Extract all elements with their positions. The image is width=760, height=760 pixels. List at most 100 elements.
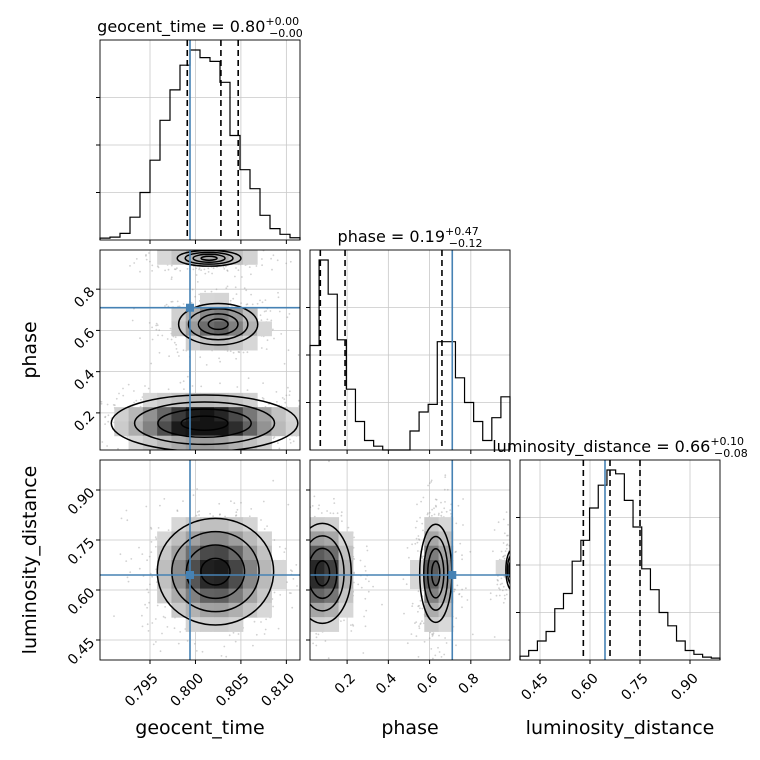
sample-point	[307, 564, 309, 566]
sample-point	[232, 351, 235, 354]
sample-point	[520, 572, 522, 574]
sample-point	[226, 269, 229, 272]
density-cell	[171, 588, 187, 604]
sample-point	[516, 567, 518, 569]
sample-point	[260, 519, 262, 521]
sample-point	[318, 665, 320, 667]
sample-point	[174, 268, 177, 271]
density-cell	[157, 560, 172, 575]
sample-point	[326, 421, 328, 423]
sample-point	[210, 451, 212, 453]
sample-point	[300, 588, 302, 590]
sample-point	[305, 574, 307, 576]
text-layer: 0.795 0.800 0.805 0.810 geocent_time 0.2 0.4 0.…	[19, 15, 748, 739]
density-cell	[271, 560, 287, 575]
sample-point	[101, 441, 104, 443]
sample-point	[421, 607, 424, 610]
sample-point	[315, 431, 317, 433]
sample-point	[511, 598, 513, 600]
sample-point	[302, 588, 304, 590]
sample-point	[127, 580, 130, 583]
sample-point	[195, 650, 198, 652]
sample-point	[279, 550, 281, 552]
sample-point	[296, 614, 298, 616]
sample-point	[210, 290, 213, 293]
sample-point	[343, 434, 345, 436]
marginal-title: phase = 0.19+0.47 −0.12	[338, 225, 483, 250]
sample-point	[265, 348, 268, 350]
y-tick-label: 0.90	[65, 485, 98, 518]
sample-point	[141, 553, 144, 555]
density-cell	[228, 588, 244, 604]
sample-point	[432, 657, 434, 660]
sample-point	[493, 529, 496, 531]
y-axis-label: luminosity_distance	[19, 466, 41, 655]
sample-point	[139, 337, 141, 340]
sample-point	[422, 589, 425, 592]
density-cell	[200, 602, 215, 618]
sample-point	[304, 537, 306, 539]
x-axis-label: geocent_time	[135, 717, 264, 739]
sample-point	[218, 513, 221, 516]
contour-line	[505, 550, 510, 590]
sample-point	[265, 310, 267, 312]
sample-point	[97, 400, 99, 402]
sample-point	[191, 385, 194, 387]
sample-point	[175, 343, 178, 346]
density-cell	[214, 560, 230, 575]
sample-point	[281, 397, 284, 399]
sample-point	[317, 633, 320, 636]
sample-point	[154, 536, 157, 539]
sample-point	[301, 413, 303, 415]
sample-point	[515, 581, 517, 583]
sample-point	[304, 552, 306, 554]
density-cell	[271, 407, 287, 422]
sample-point	[515, 560, 517, 562]
sample-point	[230, 500, 232, 503]
sample-point	[175, 348, 178, 350]
sample-point	[431, 514, 433, 517]
sample-point	[360, 586, 363, 589]
sample-point	[211, 272, 214, 275]
sample-point	[295, 541, 297, 543]
panel-frame	[99, 459, 301, 661]
sample-point	[284, 506, 286, 508]
density-cell	[214, 517, 230, 532]
sample-point	[191, 288, 194, 291]
sample-point	[307, 542, 309, 544]
marginal-title: luminosity_distance = 0.66+0.10 −0.08	[492, 435, 748, 460]
y-tick-label: 0.45	[65, 635, 98, 668]
x-axis-label: phase	[381, 717, 438, 739]
sample-point	[515, 573, 517, 575]
density-cell	[200, 392, 215, 408]
sample-point	[304, 535, 306, 537]
sample-point	[151, 575, 154, 578]
sample-point	[445, 510, 448, 513]
sample-point	[251, 303, 254, 306]
sample-point	[59, 449, 61, 451]
sample-point	[147, 387, 150, 390]
sample-point	[288, 551, 290, 553]
sample-point	[304, 588, 306, 590]
sample-point	[215, 288, 218, 291]
title-value: luminosity_distance = 0.66	[492, 437, 710, 457]
sample-point	[312, 406, 314, 408]
sample-point	[223, 268, 226, 270]
sample-point	[152, 643, 155, 646]
sample-point	[511, 555, 513, 557]
sample-point	[288, 564, 290, 566]
sample-point	[155, 324, 158, 327]
density-cell	[157, 545, 172, 561]
sample-point	[514, 631, 516, 633]
contour-line	[157, 408, 252, 439]
sample-point	[240, 302, 243, 304]
sample-point	[100, 402, 103, 405]
sample-point	[264, 452, 266, 454]
sample-point	[419, 607, 421, 610]
x-tick-label: 0.805	[213, 670, 253, 710]
sample-point	[438, 651, 441, 653]
density-cell	[214, 392, 230, 408]
sample-point	[261, 397, 264, 399]
sample-point	[308, 595, 310, 597]
sample-point	[502, 585, 505, 588]
